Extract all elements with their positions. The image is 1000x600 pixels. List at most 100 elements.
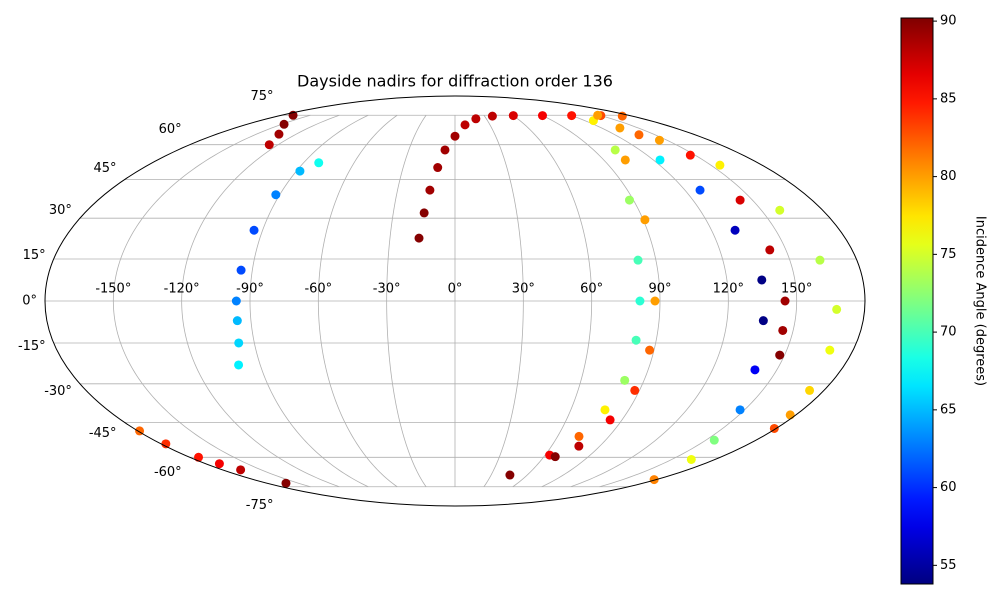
data-point <box>605 415 615 425</box>
data-point <box>232 316 242 326</box>
y-tick-label: 30° <box>49 203 72 218</box>
data-point <box>730 225 740 235</box>
data-point <box>236 465 246 475</box>
data-point <box>271 190 281 200</box>
data-point <box>505 470 515 480</box>
data-point <box>780 296 790 306</box>
data-point <box>645 345 655 355</box>
data-point <box>775 350 785 360</box>
x-tick-label: -120° <box>164 282 200 297</box>
data-point <box>567 111 577 121</box>
x-tick-label: -60° <box>304 282 332 297</box>
data-point <box>234 338 244 348</box>
data-point <box>295 166 305 176</box>
data-point <box>433 163 443 173</box>
grid-line <box>512 114 593 488</box>
data-point <box>757 275 767 285</box>
data-point <box>620 375 630 385</box>
data-point <box>460 120 470 130</box>
colorbar-label: Incidence Angle (degrees) <box>973 216 988 386</box>
data-point <box>633 255 643 265</box>
x-tick-label: 0° <box>448 282 463 297</box>
data-point <box>419 208 429 218</box>
data-point <box>600 405 610 415</box>
grid-line <box>386 115 427 487</box>
data-point <box>832 304 842 314</box>
colorbar-tick-label: 65 <box>940 402 957 417</box>
colorbar-tick-label: 55 <box>940 558 957 573</box>
data-point <box>649 475 659 485</box>
data-point <box>785 410 795 420</box>
data-point <box>805 385 815 395</box>
data-point <box>735 195 745 205</box>
data-point <box>685 150 695 160</box>
data-point <box>234 360 244 370</box>
data-point <box>264 140 274 150</box>
y-tick-label: -15° <box>18 339 46 354</box>
x-tick-label: -90° <box>236 282 264 297</box>
data-point <box>281 478 291 488</box>
grid-line <box>599 114 798 488</box>
map-border <box>44 95 866 507</box>
data-point <box>654 135 664 145</box>
data-point <box>709 435 719 445</box>
colorbar-tick-label: 70 <box>940 325 957 340</box>
data-point <box>249 225 259 235</box>
grid-line <box>483 115 524 487</box>
data-point <box>715 160 725 170</box>
data-point <box>279 119 289 129</box>
data-point <box>231 296 241 306</box>
data-point <box>450 131 460 141</box>
y-tick-label: 60° <box>159 122 182 137</box>
data-point <box>440 145 450 155</box>
data-point <box>655 155 665 165</box>
data-point <box>650 296 660 306</box>
y-tick-label: 75° <box>250 89 273 104</box>
data-point <box>537 111 547 121</box>
data-point <box>414 233 424 243</box>
y-tick-label: -60° <box>154 465 182 480</box>
data-point <box>765 245 775 255</box>
grid-line <box>112 114 311 488</box>
data-point <box>574 441 584 451</box>
y-tick-label: 0° <box>22 294 37 309</box>
colorbar-tick-label: 75 <box>940 247 957 262</box>
x-tick-label: 150° <box>781 282 812 297</box>
data-point <box>815 255 825 265</box>
data-point <box>640 215 650 225</box>
y-tick-label: -75° <box>246 498 274 513</box>
colorbar-tick-label: 80 <box>940 169 957 184</box>
data-point <box>610 145 620 155</box>
data-point <box>735 405 745 415</box>
data-point <box>236 265 246 275</box>
y-tick-label: -30° <box>44 384 72 399</box>
data-point <box>635 296 645 306</box>
data-point <box>750 365 760 375</box>
y-tick-label: -45° <box>89 426 117 441</box>
data-point <box>615 123 625 133</box>
data-point <box>686 454 696 464</box>
x-tick-label: 90° <box>648 282 671 297</box>
y-tick-label: 45° <box>94 161 117 176</box>
data-point <box>825 345 835 355</box>
data-point <box>775 205 785 215</box>
colorbar <box>900 17 934 585</box>
chart-title: Dayside nadirs for diffraction order 136 <box>297 72 613 91</box>
grid-line <box>317 114 398 488</box>
data-point <box>508 111 518 121</box>
colorbar-tick-label: 90 <box>940 14 957 29</box>
x-tick-label: 60° <box>580 282 603 297</box>
data-point <box>214 459 224 469</box>
y-tick-label: 15° <box>23 248 46 263</box>
data-point <box>314 158 324 168</box>
data-point <box>624 195 634 205</box>
data-point <box>471 114 481 124</box>
x-tick-label: 120° <box>713 282 744 297</box>
data-point <box>695 185 705 195</box>
colorbar-tick-label: 85 <box>940 91 957 106</box>
data-point <box>620 155 630 165</box>
x-tick-label: -30° <box>373 282 401 297</box>
x-tick-label: 30° <box>512 282 535 297</box>
grid-line <box>181 114 340 488</box>
